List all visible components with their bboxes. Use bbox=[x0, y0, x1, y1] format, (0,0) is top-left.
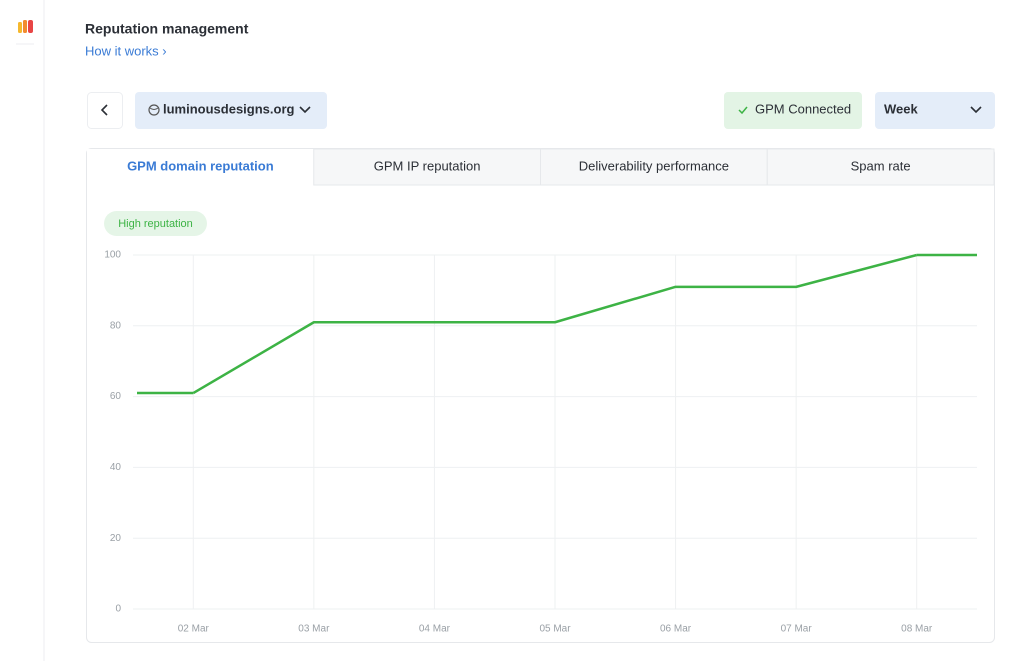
badge-text: High reputation bbox=[118, 218, 193, 230]
x-tick-label: 08 Mar bbox=[901, 624, 933, 635]
x-tick-label: 04 Mar bbox=[419, 624, 451, 635]
tab-background bbox=[766, 148, 995, 186]
y-tick-label: 20 bbox=[110, 533, 122, 544]
logo bbox=[18, 20, 33, 33]
x-tick-label: 02 Mar bbox=[178, 624, 210, 635]
y-tick-label: 80 bbox=[110, 320, 122, 331]
tab[interactable]: GPM IP reputation bbox=[313, 148, 541, 186]
back-button[interactable] bbox=[87, 92, 123, 129]
tab-label: GPM IP reputation bbox=[374, 158, 481, 173]
y-tick-label: 40 bbox=[110, 462, 122, 473]
status-text: GPM Connected bbox=[755, 101, 851, 116]
y-tick-label: 0 bbox=[115, 604, 121, 615]
page-title: Reputation management bbox=[85, 21, 249, 37]
card bbox=[86, 148, 995, 643]
x-tick-label: 07 Mar bbox=[781, 624, 813, 635]
badge: High reputation bbox=[104, 211, 207, 236]
tab-background bbox=[313, 148, 541, 186]
tab[interactable]: Deliverability performance bbox=[540, 148, 768, 186]
x-tick-label: 03 Mar bbox=[298, 624, 330, 635]
y-tick-label: 60 bbox=[110, 391, 122, 402]
y-tick-label: 100 bbox=[104, 250, 121, 261]
gpm-status: GPM Connected bbox=[724, 92, 862, 129]
domain-dropdown[interactable]: luminousdesigns.org bbox=[135, 92, 327, 129]
period-dropdown[interactable]: Week bbox=[875, 92, 995, 129]
x-tick-label: 05 Mar bbox=[539, 624, 571, 635]
line bbox=[192, 253, 918, 395]
tab[interactable]: Spam rate bbox=[766, 148, 995, 186]
tab-background bbox=[540, 148, 768, 186]
tab-label: Deliverability performance bbox=[579, 158, 729, 173]
x-tick-label: 06 Mar bbox=[660, 624, 692, 635]
how-it-works-link[interactable]: How it works › bbox=[85, 43, 167, 58]
tab[interactable]: GPM domain reputation bbox=[87, 149, 314, 185]
domain-name: luminousdesigns.org bbox=[163, 101, 295, 116]
period-text: Week bbox=[884, 101, 918, 116]
tab-label: Spam rate bbox=[851, 158, 911, 173]
tab-label: GPM domain reputation bbox=[127, 158, 274, 173]
tab-background bbox=[87, 149, 314, 185]
